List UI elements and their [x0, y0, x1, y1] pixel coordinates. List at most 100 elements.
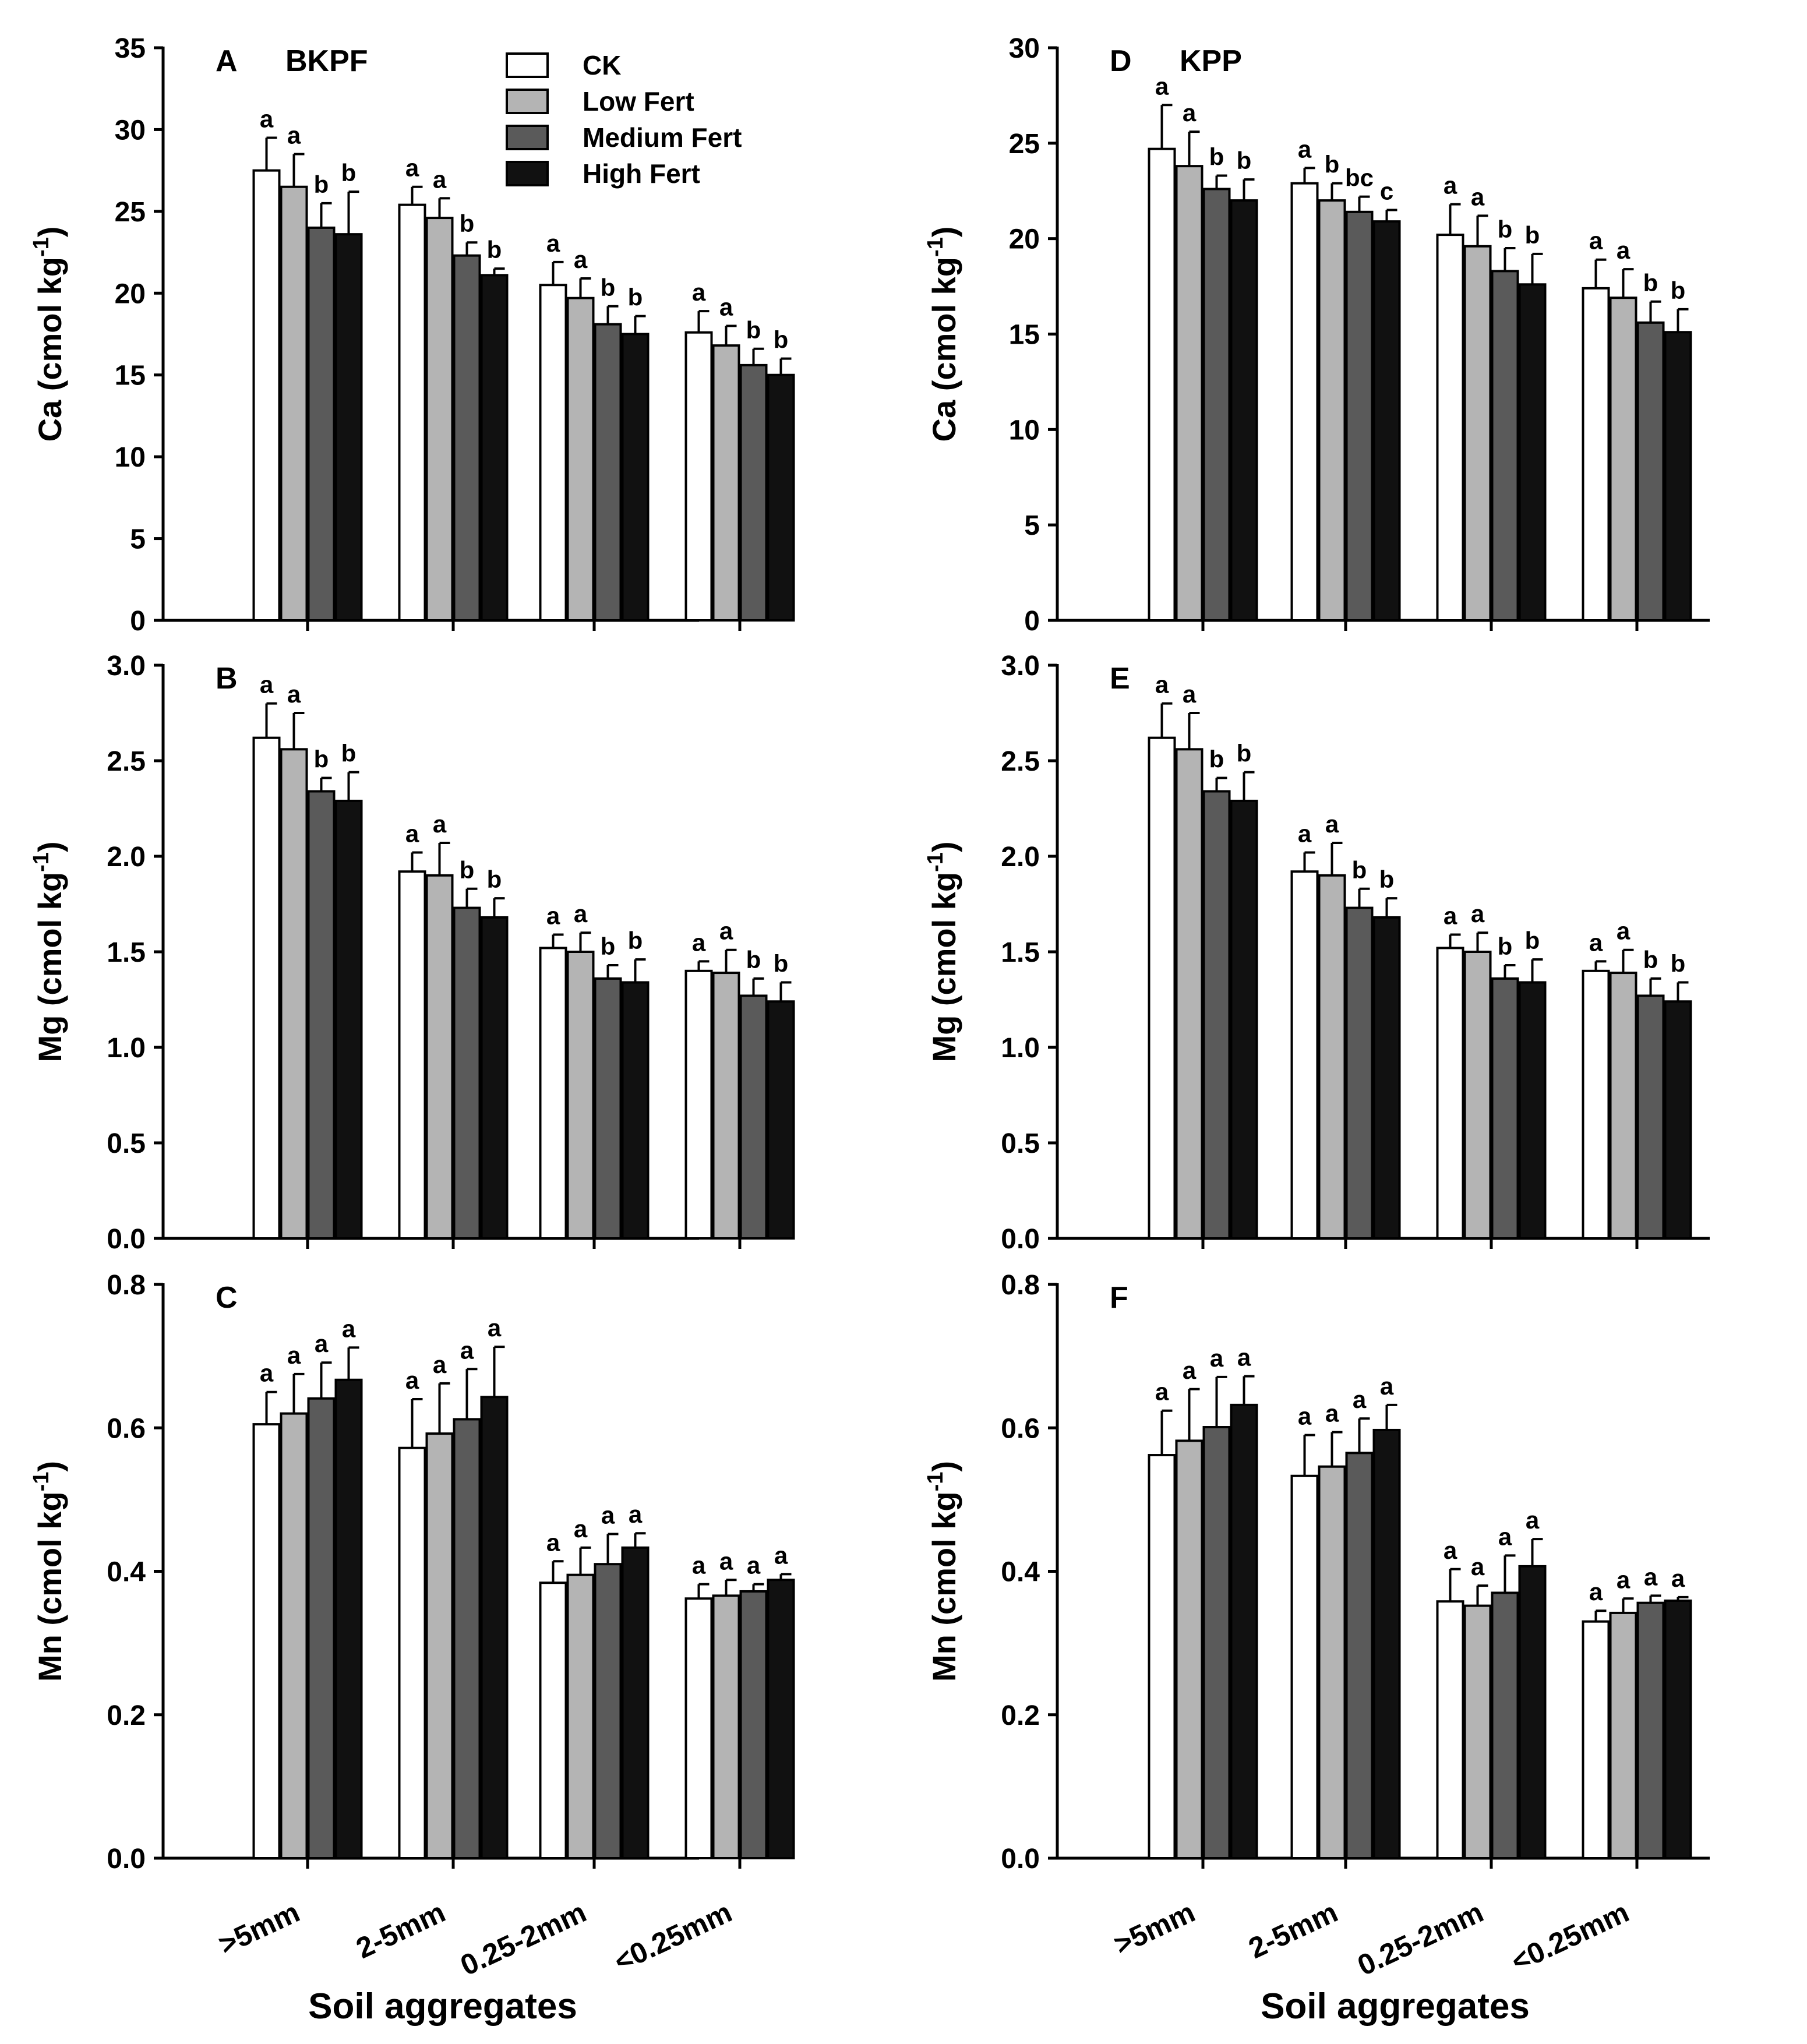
y-axis-label-main: Ca (cmol kg: [31, 257, 68, 442]
significance-letter: b: [1237, 740, 1252, 767]
bar-ck: [252, 1423, 281, 1859]
significance-letter: a: [1237, 1344, 1251, 1371]
significance-letter: b: [341, 740, 357, 767]
bar-low-fert: [1318, 1465, 1346, 1860]
significance-letter: a: [1353, 1386, 1367, 1413]
significance-letter: a: [1644, 1563, 1658, 1590]
y-tick-label: 0.6: [107, 1413, 146, 1444]
y-tick-label: 3.0: [107, 651, 146, 682]
y-tick-label: 25: [115, 197, 146, 228]
legend-label: Low Fert: [583, 86, 694, 117]
bar-high-fert: [1372, 1428, 1401, 1860]
category-label: 2-5mm: [351, 1895, 450, 1965]
y-tick-label: 5: [130, 524, 146, 555]
bar-ck: [398, 203, 426, 622]
significance-letter: b: [601, 933, 616, 960]
site-label: BKPF: [285, 44, 368, 78]
significance-letter: bc: [1345, 164, 1374, 192]
bar-medium-fert: [1345, 1452, 1374, 1859]
bar-medium-fert: [1491, 270, 1519, 622]
bar-ck: [684, 331, 713, 622]
y-axis-label-main: Mg (cmol kg: [926, 872, 962, 1062]
panel-letter: E: [1110, 662, 1130, 696]
panel-b: 0.00.51.01.52.02.53.0Mg (cmol kg-1)B a ab b…: [29, 651, 795, 1255]
significance-letter: a: [405, 154, 419, 182]
y-tick-label: 2.5: [1001, 746, 1040, 777]
panel-c: 0.00.20.40.60.8Mn (cmol kg-1)Caa aa>5mmaa…: [29, 1270, 795, 2027]
significance-letter: a: [260, 1360, 274, 1387]
y-axis-label-main: Mn (cmol kg: [31, 1491, 68, 1682]
bar-ck: [1290, 1474, 1319, 1859]
bar-low-fert: [425, 1432, 454, 1860]
significance-letter: a: [1380, 1372, 1394, 1400]
significance-letter: b: [628, 927, 643, 954]
bar-low-fert: [712, 1594, 740, 1860]
significance-letter: b: [774, 326, 789, 354]
bar-ck: [398, 1446, 426, 1860]
y-tick-label: 0.0: [1001, 1224, 1040, 1255]
significance-letter: c: [1380, 178, 1393, 205]
significance-letter: b: [1237, 147, 1252, 174]
bar-medium-fert: [307, 226, 336, 622]
significance-letter: b: [460, 856, 475, 884]
y-axis-label-main: Ca (cmol kg: [926, 257, 962, 442]
y-tick-label: 0: [1024, 606, 1040, 637]
significance-letter: a: [546, 230, 560, 257]
bar-medium-fert: [594, 977, 622, 1240]
bar-low-fert: [1609, 972, 1637, 1240]
significance-letter: a: [1671, 1565, 1685, 1592]
x-axis-label: Soil aggregates: [1261, 1986, 1530, 2027]
bar-medium-fert: [1491, 1591, 1519, 1859]
significance-letter: b: [314, 171, 329, 198]
significance-letter: a: [692, 1552, 706, 1579]
bar-ck: [1290, 182, 1319, 622]
legend-label: CK: [583, 50, 621, 80]
y-tick-label: 20: [115, 278, 146, 309]
bar-high-fert: [1230, 1403, 1258, 1860]
bar-ck: [539, 284, 567, 622]
bar-high-fert: [1664, 331, 1692, 622]
significance-letter: a: [1444, 172, 1457, 199]
legend-swatch: [506, 89, 549, 114]
significance-letter: a: [260, 105, 274, 132]
significance-letter: a: [747, 1552, 761, 1579]
significance-letter: a: [433, 165, 447, 193]
y-axis-label-main: Mg (cmol kg: [31, 872, 68, 1062]
y-axis-label-superscript: -1: [29, 237, 54, 257]
y-axis-label-end: ): [926, 227, 962, 238]
panel-letter: A: [216, 44, 238, 78]
significance-letter: b: [460, 210, 475, 237]
significance-letter: b: [1643, 269, 1658, 296]
bar-high-fert: [1518, 981, 1547, 1240]
y-tick-label: 30: [1009, 33, 1040, 64]
bar-medium-fert: [739, 363, 768, 622]
significance-letter: b: [1209, 746, 1224, 773]
bar-high-fert: [480, 274, 509, 622]
significance-letter: a: [460, 1336, 474, 1364]
significance-letter: a: [1617, 1566, 1630, 1593]
significance-letter: a: [1471, 900, 1485, 927]
significance-letter: a: [1298, 820, 1312, 847]
category-label: >5mm: [1109, 1895, 1200, 1961]
bar-low-fert: [712, 344, 740, 622]
bar-low-fert: [1463, 1604, 1492, 1860]
bar-medium-fert: [453, 906, 481, 1240]
category-label: 0.25-2mm: [456, 1895, 591, 1982]
legend-label: Medium Fert: [583, 122, 742, 153]
significance-letter: a: [719, 293, 733, 320]
bar-high-fert: [1372, 220, 1401, 622]
bar-high-fert: [480, 916, 509, 1240]
y-axis-label: Ca (cmol kg-1): [923, 227, 962, 442]
y-tick-label: 10: [115, 442, 146, 473]
bar-low-fert: [280, 748, 308, 1240]
y-tick-label: 0.8: [107, 1270, 146, 1301]
y-tick-label: 0.0: [107, 1844, 146, 1874]
bar-medium-fert: [1202, 790, 1231, 1240]
y-tick-label: 1.5: [107, 937, 146, 968]
bar-high-fert: [1518, 1565, 1547, 1860]
significance-letter: b: [487, 236, 502, 263]
significance-letter: a: [719, 917, 733, 945]
bar-ck: [1148, 736, 1176, 1240]
significance-letter: a: [342, 1315, 356, 1342]
